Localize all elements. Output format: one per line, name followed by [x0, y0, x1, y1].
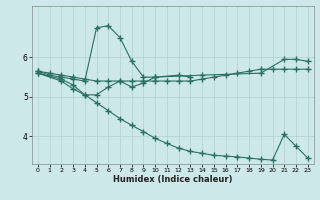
X-axis label: Humidex (Indice chaleur): Humidex (Indice chaleur): [113, 175, 233, 184]
